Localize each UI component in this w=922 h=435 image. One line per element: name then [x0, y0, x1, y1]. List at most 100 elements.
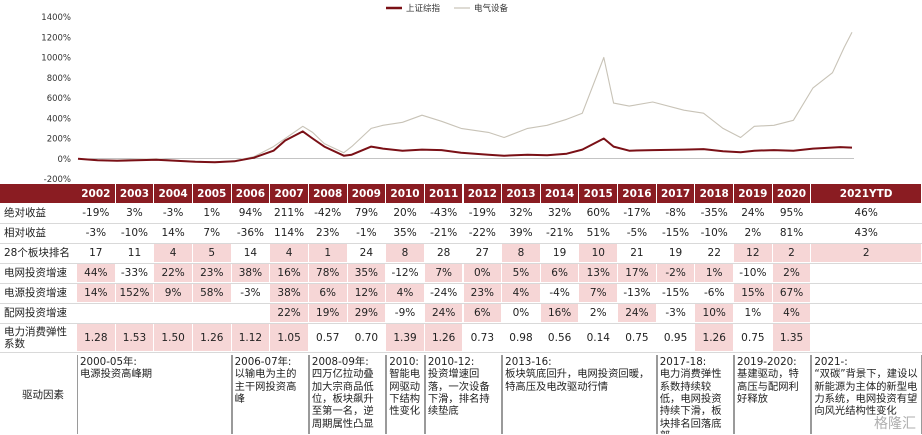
table-row: 电源投资增速 14% 152% 9% 58% -3% 38% 6% 12% 4% -24% 23% 4%…	[0, 284, 922, 303]
table-row: 28个板块排名 17 11 4 5 14 4 1 24 8 28 27 8 19 10 21 19 22 12 2 2	[0, 244, 922, 263]
table-cell: 3%	[126, 207, 143, 219]
table-cell: 2%	[772, 264, 811, 282]
table-cell: 19%	[308, 304, 347, 322]
row-divider	[0, 283, 922, 284]
year-header-cell: 2007	[270, 184, 309, 203]
table-cell: -3%	[85, 227, 107, 239]
table-cell: 2%	[744, 227, 762, 239]
driver-note: 2021-: “双碳”背景下，建设以新能源为主体的新型电力系统，电网投资有望向风…	[811, 355, 922, 434]
table-cell: 12%	[347, 284, 386, 302]
table-cell: 2	[811, 244, 921, 262]
table-cell	[193, 304, 231, 322]
table-cell: 1.39	[386, 324, 424, 351]
header-corner	[0, 184, 77, 203]
table-cell: 58%	[192, 284, 231, 302]
table-cell: 0.70	[354, 331, 379, 344]
table-cell: 22%	[154, 264, 192, 282]
y-tick-label: 400%	[47, 114, 71, 124]
table-cell: -43%	[430, 207, 458, 219]
drivers-label: 驱动因素	[22, 389, 64, 401]
table-cell: 14%	[161, 227, 185, 239]
table-cell: -36%	[236, 227, 264, 239]
table-cell: 20%	[393, 207, 417, 219]
table-cell: 1.50	[154, 324, 192, 351]
table-cell: 1.35	[772, 324, 811, 351]
table-cell	[811, 324, 921, 351]
row-label: 28个板块排名	[4, 247, 70, 260]
table-cell: 6%	[308, 284, 347, 302]
table-cell: 6%	[463, 304, 502, 322]
table-cell: 67%	[772, 284, 811, 302]
table-cell: -42%	[314, 207, 342, 219]
row-label: 相对收益	[4, 227, 46, 240]
y-tick-label: 1000%	[41, 54, 71, 64]
year-header-cell: 2019	[734, 184, 773, 203]
year-header-cell: 2021YTD	[811, 184, 922, 203]
table-cell: 1%	[744, 307, 762, 319]
table-cell: -2%	[656, 264, 695, 282]
table-cell: 1.26	[192, 324, 231, 351]
table-cell: 79%	[354, 207, 379, 219]
table-cell: 0%	[512, 307, 530, 319]
table-cell: 14%	[77, 284, 115, 302]
row-label: 配网投资增速	[4, 307, 67, 320]
table-cell: -19%	[82, 207, 110, 219]
table-cell: 15%	[734, 284, 772, 302]
table-cell: -6%	[703, 287, 725, 299]
table-cell: 24%	[741, 207, 765, 219]
row-divider	[0, 303, 922, 304]
table-cell: 2%	[589, 307, 607, 319]
table-cell: -3%	[240, 287, 261, 299]
table-cell	[154, 304, 192, 322]
table-cell: 1.12	[231, 324, 270, 351]
table-cell: 51%	[586, 227, 610, 239]
driver-note: 2013-16: 板块筑底回升，电网投资回暖，特高压及电改驱动行情	[502, 355, 657, 434]
row-divider	[0, 263, 922, 264]
table-cell: 22%	[270, 304, 308, 322]
table-cell: -22%	[468, 227, 496, 239]
row-divider	[0, 223, 922, 224]
table-cell: 60%	[586, 207, 610, 219]
table-cell: 44%	[77, 264, 115, 282]
year-header-cell: 2003	[115, 184, 155, 203]
table-cell	[811, 264, 921, 282]
legend: 上证综指 电气设备	[386, 3, 509, 14]
table-cell: 7%	[424, 264, 463, 282]
driver-note: 2017-18: 电力消费弹性系数持续较低，电网投资持续下滑，板块排名回落底部	[656, 355, 735, 434]
table-cell: 19	[668, 247, 683, 259]
row-divider	[0, 243, 922, 244]
table-cell: -15%	[662, 287, 690, 299]
table-cell: 32%	[547, 207, 572, 219]
year-header-row: 2002 2003 2004 2005 2006 2007 2008 2009 2010 2011…	[0, 184, 922, 203]
year-header-cell: 2009	[347, 184, 387, 203]
table-cell: 0.75	[625, 331, 649, 344]
table-row: 电力消费弹性系数 1.28 1.53 1.50 1.26 1.12 1.05 0.57 0.70…	[0, 324, 922, 352]
table-cell: 39%	[509, 227, 533, 239]
table-cell: -12%	[391, 267, 419, 279]
y-tick-label: 600%	[47, 94, 71, 104]
table-cell: 35%	[347, 264, 386, 282]
series-line-electrical-equipment	[77, 31, 853, 163]
table-cell: 0.14	[586, 331, 610, 344]
table-cell: -1%	[356, 227, 377, 239]
legend-label: 上证综指	[406, 3, 441, 14]
table-cell	[811, 304, 921, 322]
table-cell: 4%	[502, 284, 540, 302]
driver-note: 2010-12: 投资增速回落，一次设备下滑，排名持续垫底	[424, 355, 503, 434]
table-cell: 10	[579, 244, 618, 262]
table-cell: 1.53	[115, 324, 154, 351]
year-header-cell: 2017	[656, 184, 696, 203]
table-cell: 38%	[270, 284, 308, 302]
table-cell: 23%	[316, 227, 340, 239]
line-chart: 1400% 1200% 1000% 800% 600% 400% 200% 0% -200% 上…	[41, 3, 854, 185]
y-tick-label: -200%	[44, 175, 71, 185]
table-row: 电网投资增速 44% -33% 22% 23% 38% 16% 78% 35% -12% 7% 0% 5…	[0, 264, 922, 283]
table-cell: 94%	[238, 207, 263, 219]
year-header-cell: 2011	[424, 184, 464, 203]
table-cell: -15%	[662, 227, 690, 239]
table-cell: 4	[154, 244, 192, 262]
driver-note: 2019-2020: 基建驱动，特高压与配网利好释放	[734, 355, 812, 434]
series-layer	[77, 31, 853, 164]
y-axis: 1400% 1200% 1000% 800% 600% 400% 200% 0% -200%	[41, 13, 71, 185]
table-cell: 1	[308, 244, 347, 262]
